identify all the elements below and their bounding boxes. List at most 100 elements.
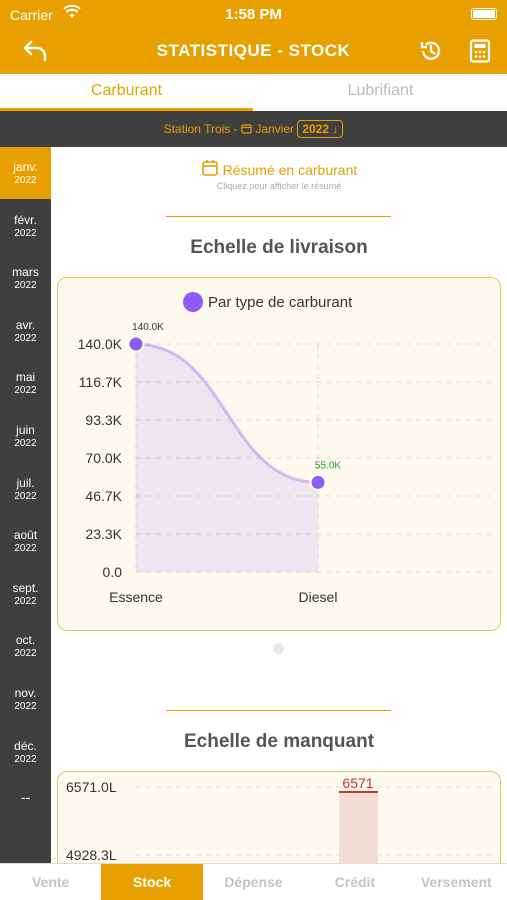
month-label: mars xyxy=(12,265,39,280)
month-year: 2022 xyxy=(14,438,37,449)
history-icon[interactable] xyxy=(418,38,444,69)
y-tick-label: 140.0K xyxy=(78,336,123,352)
back-arrow-icon[interactable] xyxy=(22,38,48,69)
sidebar-month[interactable]: févr. 2022 xyxy=(0,200,51,252)
station-name: Station Trois - xyxy=(163,122,238,136)
sidebar-more: -- xyxy=(20,789,31,805)
month-year: 2022 xyxy=(14,490,37,502)
y-tick-label: 23.3K xyxy=(85,526,122,542)
nav-item-dépense[interactable]: Dépense xyxy=(224,874,283,890)
y-tick-label: 6571.0L xyxy=(66,779,117,795)
y-tick-label: 70.0K xyxy=(85,450,122,466)
year-value: 2022 xyxy=(302,122,330,136)
series-line xyxy=(135,342,319,484)
x-tick-label: Diesel xyxy=(299,589,338,605)
divider xyxy=(166,710,391,711)
month-year: 2022 xyxy=(14,227,37,239)
y-tick-label: 4928.3L xyxy=(66,847,117,863)
data-label: 140.0K xyxy=(132,322,164,333)
section-title-livraison: Echelle de livraison xyxy=(190,237,368,258)
month-label: oct. xyxy=(15,633,36,648)
sidebar-month[interactable]: nov. 2022 xyxy=(0,673,51,725)
legend-label: Par type de carburant xyxy=(208,294,353,311)
month-label: mai xyxy=(15,370,36,385)
month-year: 2022 xyxy=(14,753,37,765)
chart-card-manquant: 6571.0L 4928.3L 6571 xyxy=(57,771,501,863)
station-selector[interactable]: Station Trois - Janvier 2022 ↓ xyxy=(0,111,507,147)
y-tick-label: 0.0 xyxy=(103,564,123,580)
summary-link[interactable]: Résumé en carburant xyxy=(51,159,507,178)
battery-icon xyxy=(471,8,497,20)
sidebar-month[interactable]: juin 2022 xyxy=(0,410,51,462)
summary-title: Résumé en carburant xyxy=(222,162,358,178)
month-year: 2022 xyxy=(14,701,37,712)
sidebar-month[interactable]: avr. 2022 xyxy=(0,305,51,357)
data-point[interactable] xyxy=(127,335,145,353)
series-area xyxy=(136,344,318,572)
year-selector[interactable]: 2022 ↓ xyxy=(297,120,344,138)
data-point[interactable] xyxy=(309,473,327,491)
sidebar-month[interactable]: sept. 2022 xyxy=(0,568,51,620)
wifi-icon xyxy=(63,4,81,24)
manquant-chart: 6571.0L 4928.3L 6571 xyxy=(66,775,493,863)
month-label: janv. xyxy=(13,160,38,174)
month-year: 2022 xyxy=(14,543,37,555)
data-label: 55.0K xyxy=(315,460,341,471)
nav-item-vente[interactable]: Vente xyxy=(32,874,70,890)
arrow-down-icon: ↓ xyxy=(332,122,339,136)
main-content: Résumé en carburant Cliquez pour affiche… xyxy=(51,147,507,863)
month-year: 2022 xyxy=(14,280,37,292)
divider xyxy=(166,216,391,217)
sidebar-month[interactable]: août 2022 xyxy=(0,515,51,567)
month-year: 2022 xyxy=(14,595,37,607)
status-time: 1:58 PM xyxy=(225,6,282,23)
sidebar-month[interactable]: oct. 2022 xyxy=(0,620,51,672)
page-title: STATISTIQUE - STOCK xyxy=(156,41,351,60)
tab-bar: Carburant Lubrifiant xyxy=(0,74,507,111)
month-label: févr. xyxy=(14,212,37,227)
tab-lubrifiant[interactable]: Lubrifiant xyxy=(347,82,414,99)
month-label: juil. xyxy=(16,475,35,490)
page-indicator xyxy=(273,643,284,654)
status-bar: Carrier 1:58 PM xyxy=(0,0,507,30)
station-month: Janvier xyxy=(255,122,294,136)
data-label: 6571 xyxy=(342,775,373,791)
month-label: août xyxy=(13,528,38,543)
bottom-nav: Vente Stock Dépense Crédit Versement xyxy=(0,863,507,900)
sidebar-month[interactable]: déc. 2022 xyxy=(0,726,51,778)
month-year: 2022 xyxy=(14,332,37,344)
sidebar-month[interactable]: janv. 2022 xyxy=(0,147,51,199)
legend-swatch xyxy=(183,292,203,312)
app-header: STATISTIQUE - STOCK xyxy=(0,30,507,74)
section-title-manquant: Echelle de manquant xyxy=(183,731,375,752)
month-label: avr. xyxy=(15,317,36,332)
sidebar-month[interactable]: juil. 2022 xyxy=(0,463,51,515)
y-tick-label: 93.3K xyxy=(85,412,122,428)
livraison-chart: 140.0K 116.7K 93.3K 70.0K 46.7K 23.3K 0.0 140.0… xyxy=(78,292,493,605)
calendar-icon xyxy=(201,160,219,178)
chart-card-livraison: 140.0K 116.7K 93.3K 70.0K 46.7K 23.3K 0.0 140.0… xyxy=(57,277,501,631)
month-label: juin xyxy=(16,423,35,437)
month-label: déc. xyxy=(14,738,37,753)
calculator-icon[interactable] xyxy=(469,39,491,68)
nav-item-versement[interactable]: Versement xyxy=(420,874,492,890)
nav-item-stock[interactable]: Stock xyxy=(101,864,203,900)
tab-carburant[interactable]: Carburant xyxy=(0,74,253,111)
month-year: 2022 xyxy=(14,175,37,186)
y-tick-label: 116.7K xyxy=(79,374,123,390)
y-tick-label: 46.7K xyxy=(85,488,122,504)
bar[interactable] xyxy=(339,792,378,863)
month-year: 2022 xyxy=(14,648,37,660)
sidebar-month[interactable]: mars 2022 xyxy=(0,252,51,304)
month-sidebar: déc. 2022 nov. 2022 oct. 2022 sept. 2022 août 202… xyxy=(0,147,51,863)
month-year: 2022 xyxy=(14,385,37,397)
carrier-label: Carrier xyxy=(10,7,53,23)
month-label: sept. xyxy=(12,580,39,595)
x-tick-label: Essence xyxy=(109,589,163,605)
calendar-icon xyxy=(241,122,252,136)
month-label: nov. xyxy=(14,686,37,700)
summary-subtitle: Cliquez pour afficher le résumé xyxy=(216,181,342,191)
nav-item-crédit[interactable]: Crédit xyxy=(334,874,376,890)
sidebar-month[interactable]: mai 2022 xyxy=(0,357,51,409)
